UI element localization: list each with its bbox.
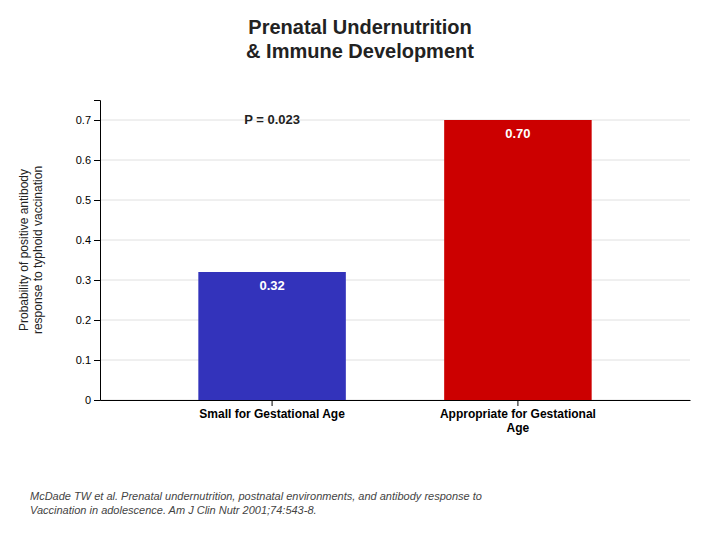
y-axis-line: [94, 101, 101, 401]
x-tick: Small for Gestational Age: [199, 400, 345, 421]
grid-line: [100, 160, 690, 161]
x-tick-mark: [272, 400, 273, 406]
y-tick-mark: [94, 200, 100, 201]
x-axis-line: [101, 400, 691, 401]
data-label: 0.32: [259, 278, 284, 293]
y-tick: 0.2: [76, 314, 100, 326]
x-tick-label-line: Appropriate for Gestational: [440, 407, 596, 421]
y-tick: 0.4: [76, 234, 100, 246]
title: Prenatal Undernutrition& Immune Developm…: [246, 16, 474, 62]
y-tick-label: 0.2: [76, 314, 91, 326]
bar: [444, 120, 591, 400]
data-label: 0.70: [505, 126, 530, 141]
y-tick: 0.6: [76, 154, 100, 166]
y-tick: 0: [85, 394, 100, 406]
y-tick: 0.5: [76, 194, 100, 206]
footer-line: McDade TW et al. Prenatal undernutrition…: [30, 490, 482, 502]
x-tick-mark: [517, 400, 518, 406]
grid-line: [100, 400, 690, 401]
grid-line: [100, 240, 690, 241]
x-tick-label-line: Age: [507, 421, 530, 435]
y-tick-label: 0: [85, 394, 91, 406]
y-tick-mark: [94, 240, 100, 241]
bars: [198, 120, 591, 400]
data-labels: 0.32 0.70: [259, 126, 530, 293]
y-tick-label: 0.5: [76, 194, 91, 206]
footer-line: Vaccination in adolescence. Am J Clin Nu…: [30, 504, 317, 516]
y-tick: 0.1: [76, 354, 100, 366]
y-tick-mark: [94, 280, 100, 281]
y-tick-label: 0.7: [76, 114, 91, 126]
y-tick-mark: [94, 320, 100, 321]
chart: Prenatal Undernutrition& Immune Developm…: [0, 0, 720, 540]
y-tick-label: 0.1: [76, 354, 91, 366]
grid-line: [100, 320, 690, 321]
x-tick: Appropriate for GestationalAge: [440, 400, 596, 435]
y-axis-title-line: Probability of positive antibody: [17, 169, 31, 331]
y-axis-title: Probability of positive antibodyresponse…: [17, 166, 45, 334]
grid-line: [100, 120, 690, 121]
y-axis: 0 0.1 0.2 0.3 0.4 0.5 0.6 0.7: [76, 101, 101, 407]
y-tick: 0.3: [76, 274, 100, 286]
y-tick-mark: [94, 120, 100, 121]
y-tick: 0.7: [76, 114, 100, 126]
x-axis: Small for Gestational Age Appropriate for…: [101, 400, 691, 435]
plot: 0 0.1 0.2 0.3 0.4 0.5 0.6 0.7 Small for Gestatio…: [76, 101, 691, 435]
x-tick-label: Small for Gestational Age: [199, 407, 345, 421]
y-tick-label: 0.3: [76, 274, 91, 286]
y-tick-label: 0.6: [76, 154, 91, 166]
x-tick-label-line: Small for Gestational Age: [199, 407, 345, 421]
grid-line: [100, 200, 690, 201]
title-line: Prenatal Undernutrition: [248, 16, 471, 38]
annotation: P = 0.023: [244, 112, 300, 127]
x-tick-label: Appropriate for GestationalAge: [440, 407, 596, 435]
y-tick-mark: [94, 400, 100, 401]
grid-line: [100, 360, 690, 361]
bar: [198, 272, 346, 400]
y-axis-title-line: response to typhoid vaccination: [31, 166, 45, 334]
y-tick-label: 0.4: [76, 234, 91, 246]
y-tick-mark: [94, 160, 100, 161]
footer: McDade TW et al. Prenatal undernutrition…: [30, 490, 482, 516]
y-tick-mark: [94, 360, 100, 361]
title-line: & Immune Development: [246, 40, 474, 62]
grid-line: [100, 280, 690, 281]
grid: [100, 120, 690, 400]
